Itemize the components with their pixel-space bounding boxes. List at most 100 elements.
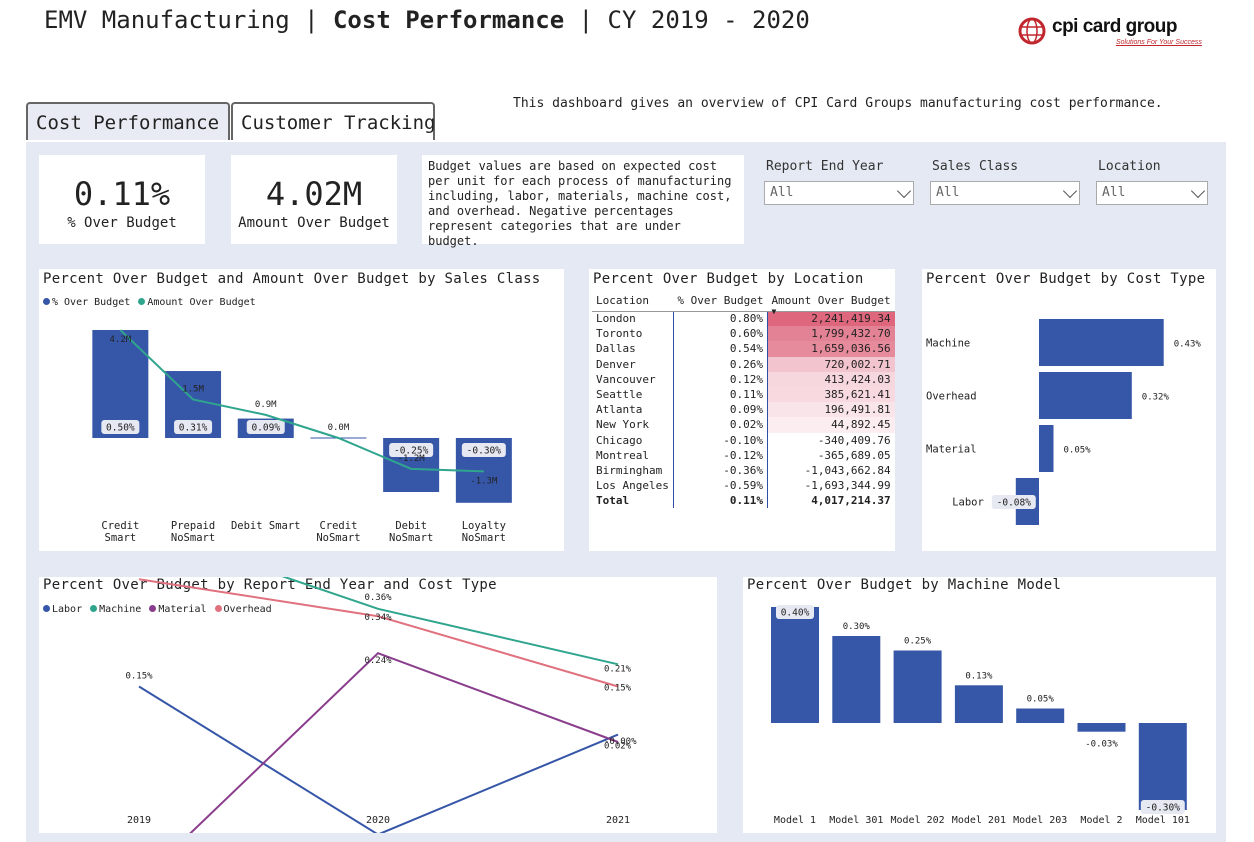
line-data-label: 0.0M: [328, 423, 350, 433]
slicer-label-location: Location: [1098, 159, 1161, 174]
line-data-label: -1.2M: [398, 454, 426, 464]
x-tick-label: Credit: [319, 520, 357, 532]
slicer-label-sales-class: Sales Class: [932, 159, 1019, 174]
legend-label: Amount Over Budget: [147, 297, 256, 308]
chevron-down-icon: [1062, 183, 1078, 199]
total-cell: Total: [592, 493, 674, 509]
location-cell: Dallas: [592, 341, 674, 357]
table-row[interactable]: Seattle 0.11% 385,621.41: [592, 386, 895, 403]
bar: [1016, 708, 1065, 723]
percent-cell: 0.26%: [673, 356, 768, 372]
globe-icon: [1018, 17, 1046, 45]
location-cell: Los Angeles: [592, 478, 674, 494]
legend-dot: [138, 298, 146, 305]
tab-customer-tracking[interactable]: Customer Tracking: [231, 102, 435, 140]
location-cell: Birmingham: [592, 462, 674, 479]
tab-cost-performance[interactable]: Cost Performance: [26, 102, 230, 140]
title-prefix: EMV Manufacturing |: [44, 6, 333, 34]
legend-label: Overhead: [223, 604, 272, 615]
line-data-label: -1.3M: [470, 476, 498, 486]
column-header[interactable]: Amount Over Budget ▼: [767, 291, 895, 316]
chevron-down-icon: [1190, 183, 1206, 199]
table-total-row: Total 0.11% 4,017,214.37: [592, 493, 895, 509]
x-tick-label: Smart: [105, 532, 137, 544]
total-cell: 4,017,214.37: [811, 494, 891, 508]
table-row[interactable]: New York 0.02% 44,892.45: [592, 417, 895, 433]
sales-class-visual[interactable]: Percent Over Budget and Amount Over Budg…: [39, 269, 564, 551]
bar-data-label-bg: [389, 443, 434, 457]
bar-data-label: -0.25%: [394, 446, 429, 457]
location-cell: Toronto: [592, 326, 674, 342]
amount-cell: 1,659,036.56: [767, 341, 895, 357]
percent-cell: 0.80%: [673, 311, 768, 327]
table-row[interactable]: London 0.80% 2,241,419.34: [592, 311, 895, 327]
percent-cell: 0.60%: [673, 326, 768, 342]
bar: [1039, 319, 1164, 366]
location-cell: Vancouver: [592, 371, 674, 387]
slicer-location[interactable]: All: [1096, 181, 1208, 205]
table-row[interactable]: Montreal -0.12% -365,689.05: [592, 447, 895, 463]
table-row[interactable]: Dallas 0.54% 1,659,036.56: [592, 341, 895, 357]
table-row[interactable]: Los Angeles -0.59% -1,693,344.99: [592, 478, 895, 494]
table-row[interactable]: Toronto 0.60% 1,799,432.70: [592, 326, 895, 342]
y-tick-label: Machine: [926, 338, 970, 350]
location-cell: Seattle: [592, 386, 674, 403]
line-data-label: 1.5M: [182, 384, 204, 394]
x-tick-label: Model 301: [829, 815, 883, 826]
slicer-label-year: Report End Year: [766, 159, 884, 174]
total-cell: 0.11%: [673, 493, 768, 509]
chart-legend: % Over Budget Amount Over Budget: [43, 297, 256, 308]
series-line-machine: [281, 577, 619, 666]
table-row[interactable]: Denver 0.26% 720,002.71: [592, 356, 895, 372]
slicer-report-end-year[interactable]: All: [764, 181, 914, 205]
x-tick-label: Model 202: [891, 815, 945, 826]
table-row[interactable]: Birmingham -0.36% -1,043,662.84: [592, 462, 895, 479]
column-header[interactable]: % Over Budget: [673, 291, 768, 312]
bar-data-label-bg: [1140, 800, 1185, 814]
bar-data-label: 0.25%: [904, 637, 932, 647]
bar: [1138, 723, 1187, 810]
visual-title: Percent Over Budget by Location: [593, 271, 864, 287]
amount-cell: 720,002.71: [767, 356, 895, 372]
slicer-sales-class[interactable]: All: [930, 181, 1080, 205]
line-data-label: 4.2M: [110, 335, 132, 345]
bar-data-label: 0.05%: [1027, 695, 1055, 705]
line-data-label: 0.15%: [125, 672, 153, 682]
table-row[interactable]: Vancouver 0.12% 413,424.03: [592, 371, 895, 387]
kpi-card-amount[interactable]: 4.02M Amount Over Budget: [231, 155, 397, 244]
x-tick-label: Debit Smart: [231, 520, 301, 532]
x-tick-label: Model 1: [774, 815, 816, 826]
bar: [1039, 372, 1132, 419]
bar-data-label-bg: [991, 495, 1036, 509]
x-tick-label: Loyalty: [462, 520, 506, 532]
machine-model-visual[interactable]: Percent Over Budget by Machine Model 0.4…: [743, 577, 1216, 833]
percent-cell: -0.59%: [673, 478, 768, 494]
x-tick-label: Prepaid: [171, 520, 215, 532]
bar-data-label-bg: [101, 420, 140, 434]
year-cost-type-visual[interactable]: Percent Over Budget by Report End Year a…: [39, 577, 717, 833]
table-row[interactable]: Chicago -0.10% -340,409.76: [592, 432, 895, 448]
cost-type-visual[interactable]: Percent Over Budget by Cost Type Machine…: [922, 269, 1216, 551]
bar-data-label-bg: [246, 420, 285, 434]
bar-data-label: -0.30%: [1146, 803, 1181, 814]
percent-cell: 0.54%: [673, 341, 768, 357]
budget-note: Budget values are based on expected cost…: [422, 155, 744, 248]
bar-data-label: 0.40%: [781, 608, 810, 619]
kpi-card-percent[interactable]: 0.11% % Over Budget: [39, 155, 205, 244]
title-bold: Cost Performance: [332, 6, 565, 34]
table-row[interactable]: Atlanta 0.09% 196,491.81: [592, 402, 895, 418]
amount-cell: 385,621.41: [767, 386, 895, 403]
legend-label: Material: [158, 604, 207, 615]
column-header-label: Amount Over Budget: [771, 294, 891, 308]
x-tick-label: 2019: [127, 815, 151, 826]
sort-desc-icon: ▼: [771, 306, 777, 316]
column-header[interactable]: Location: [592, 291, 674, 312]
bar-data-label-bg: [461, 443, 506, 457]
bar-data-label: -0.08%: [997, 498, 1032, 509]
location-table: Location % Over Budget Amount Over Budge…: [592, 291, 895, 509]
location-table-visual[interactable]: Percent Over Budget by Location Location…: [589, 269, 895, 551]
line-data-label: 0.21%: [604, 664, 632, 674]
location-cell: New York: [592, 417, 674, 433]
x-tick-label: NoSmart: [171, 532, 215, 544]
series-line-material: [189, 652, 619, 833]
